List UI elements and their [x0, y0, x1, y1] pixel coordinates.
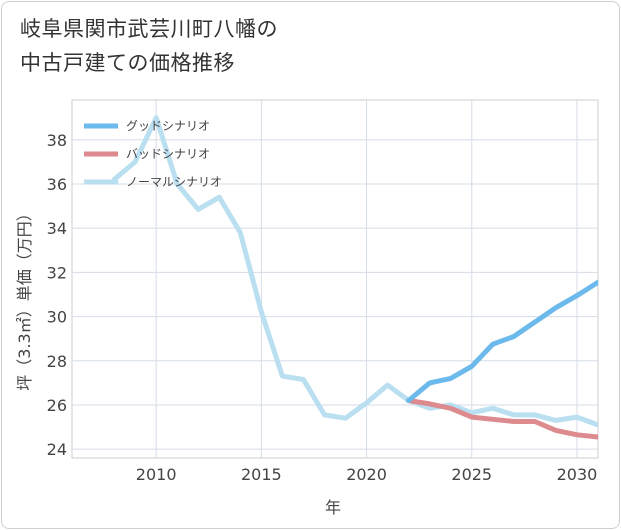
chart-title-line1: 岐阜県関市武芸川町八幡の	[20, 17, 278, 41]
y-tick-label: 24	[47, 440, 67, 459]
chart-title: 岐阜県関市武芸川町八幡の 中古戸建ての価格推移	[20, 12, 278, 80]
x-axis-title: 年	[325, 498, 341, 517]
x-tick-label: 2020	[346, 465, 387, 484]
plot-frame	[71, 99, 599, 459]
y-tick-label: 26	[47, 396, 67, 415]
x-tick-label: 2015	[241, 465, 282, 484]
legend-label: ノーマルシナリオ	[126, 175, 222, 189]
legend-label: バッドシナリオ	[126, 147, 210, 161]
y-tick-label: 28	[47, 352, 67, 371]
y-tick-label: 36	[47, 175, 67, 194]
series-line-2	[111, 115, 598, 428]
y-tick-label: 34	[47, 219, 67, 238]
x-tick-label: 2030	[557, 465, 598, 484]
series-line-0	[406, 279, 598, 403]
axes: 2010 2015 2020 2025 2030 24 26 28 30 32 34 36 38	[47, 131, 598, 484]
y-axis-title: 坪（3.3㎡）単価（万円）	[15, 205, 34, 390]
y-tick-label: 30	[47, 308, 67, 327]
x-tick-label: 2025	[451, 465, 492, 484]
chart-title-line2: 中古戸建ての価格推移	[20, 51, 235, 75]
grid-lines	[71, 99, 599, 459]
series-line-1	[406, 398, 598, 440]
series-group	[111, 115, 598, 440]
y-tick-label: 32	[47, 263, 67, 282]
legend-label: グッドシナリオ	[126, 119, 210, 133]
x-tick-label: 2010	[136, 465, 177, 484]
y-tick-label: 38	[47, 131, 67, 150]
